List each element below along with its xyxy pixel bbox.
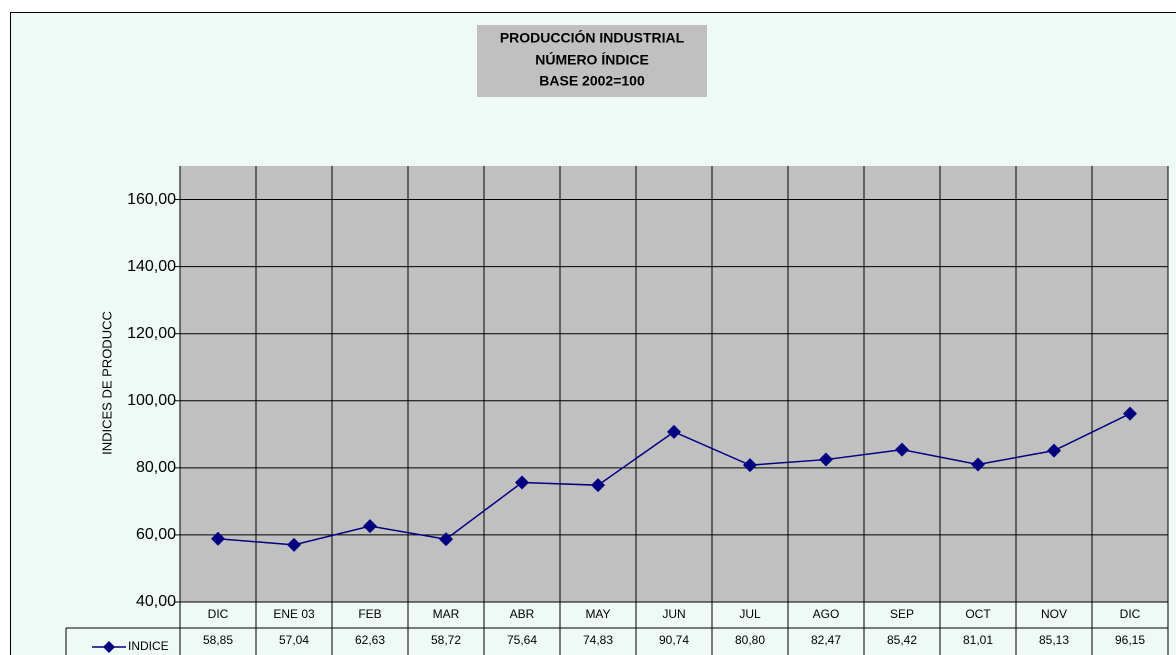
marker xyxy=(591,478,605,493)
marker xyxy=(515,475,529,490)
x-tick-label: DIC xyxy=(208,607,229,621)
chart-title: PRODUCCIÓN INDUSTRIAL xyxy=(500,29,685,46)
table-value: 85,42 xyxy=(887,633,917,647)
x-tick-label: OCT xyxy=(965,607,991,621)
table-value: 58,72 xyxy=(431,633,461,647)
chart-title: BASE 2002=100 xyxy=(539,73,645,89)
x-tick-label: ENE 03 xyxy=(273,607,315,621)
legend-marker xyxy=(103,641,115,653)
marker xyxy=(895,442,909,457)
y-tick-label: 160,00 xyxy=(127,191,176,208)
x-tick-label: JUL xyxy=(739,607,761,621)
x-tick-label: ABR xyxy=(510,607,535,621)
x-tick-label: AGO xyxy=(813,607,840,621)
marker xyxy=(287,537,301,552)
legend-label: INDICE xyxy=(128,639,169,653)
marker xyxy=(971,457,985,472)
y-tick-label: 140,00 xyxy=(127,258,176,275)
x-tick-label: NOV xyxy=(1041,607,1067,621)
plot-area xyxy=(180,166,1168,602)
marker xyxy=(363,519,377,534)
table-value: 82,47 xyxy=(811,633,841,647)
y-tick-label: 100,00 xyxy=(127,392,176,409)
marker xyxy=(1047,443,1061,458)
marker xyxy=(439,532,453,547)
y-tick-label: 120,00 xyxy=(127,325,176,342)
table-value: 81,01 xyxy=(963,633,993,647)
x-tick-label: JUN xyxy=(662,607,685,621)
chart-title: NÚMERO ÍNDICE xyxy=(535,51,649,68)
marker xyxy=(743,458,757,473)
y-tick-label: 60,00 xyxy=(136,526,176,543)
table-value: 62,63 xyxy=(355,633,385,647)
marker xyxy=(667,424,681,439)
table-value: 85,13 xyxy=(1039,633,1069,647)
y-tick-label: 40,00 xyxy=(136,593,176,610)
table-value: 57,04 xyxy=(279,633,309,647)
x-tick-label: DIC xyxy=(1120,607,1141,621)
x-tick-label: FEB xyxy=(358,607,381,621)
x-tick-label: MAY xyxy=(585,607,610,621)
marker xyxy=(211,531,225,546)
x-tick-label: SEP xyxy=(890,607,914,621)
table-value: 90,74 xyxy=(659,633,689,647)
table-value: 75,64 xyxy=(507,633,537,647)
y-axis-label: INDICES DE PRODUCC xyxy=(99,311,114,455)
table-value: 74,83 xyxy=(583,633,613,647)
y-tick-label: 80,00 xyxy=(136,459,176,476)
table-value: 96,15 xyxy=(1115,633,1145,647)
table-value: 80,80 xyxy=(735,633,765,647)
marker xyxy=(819,452,833,467)
marker xyxy=(1123,406,1137,421)
x-tick-label: MAR xyxy=(433,607,460,621)
table-value: 58,85 xyxy=(203,633,233,647)
title-box xyxy=(477,25,707,97)
